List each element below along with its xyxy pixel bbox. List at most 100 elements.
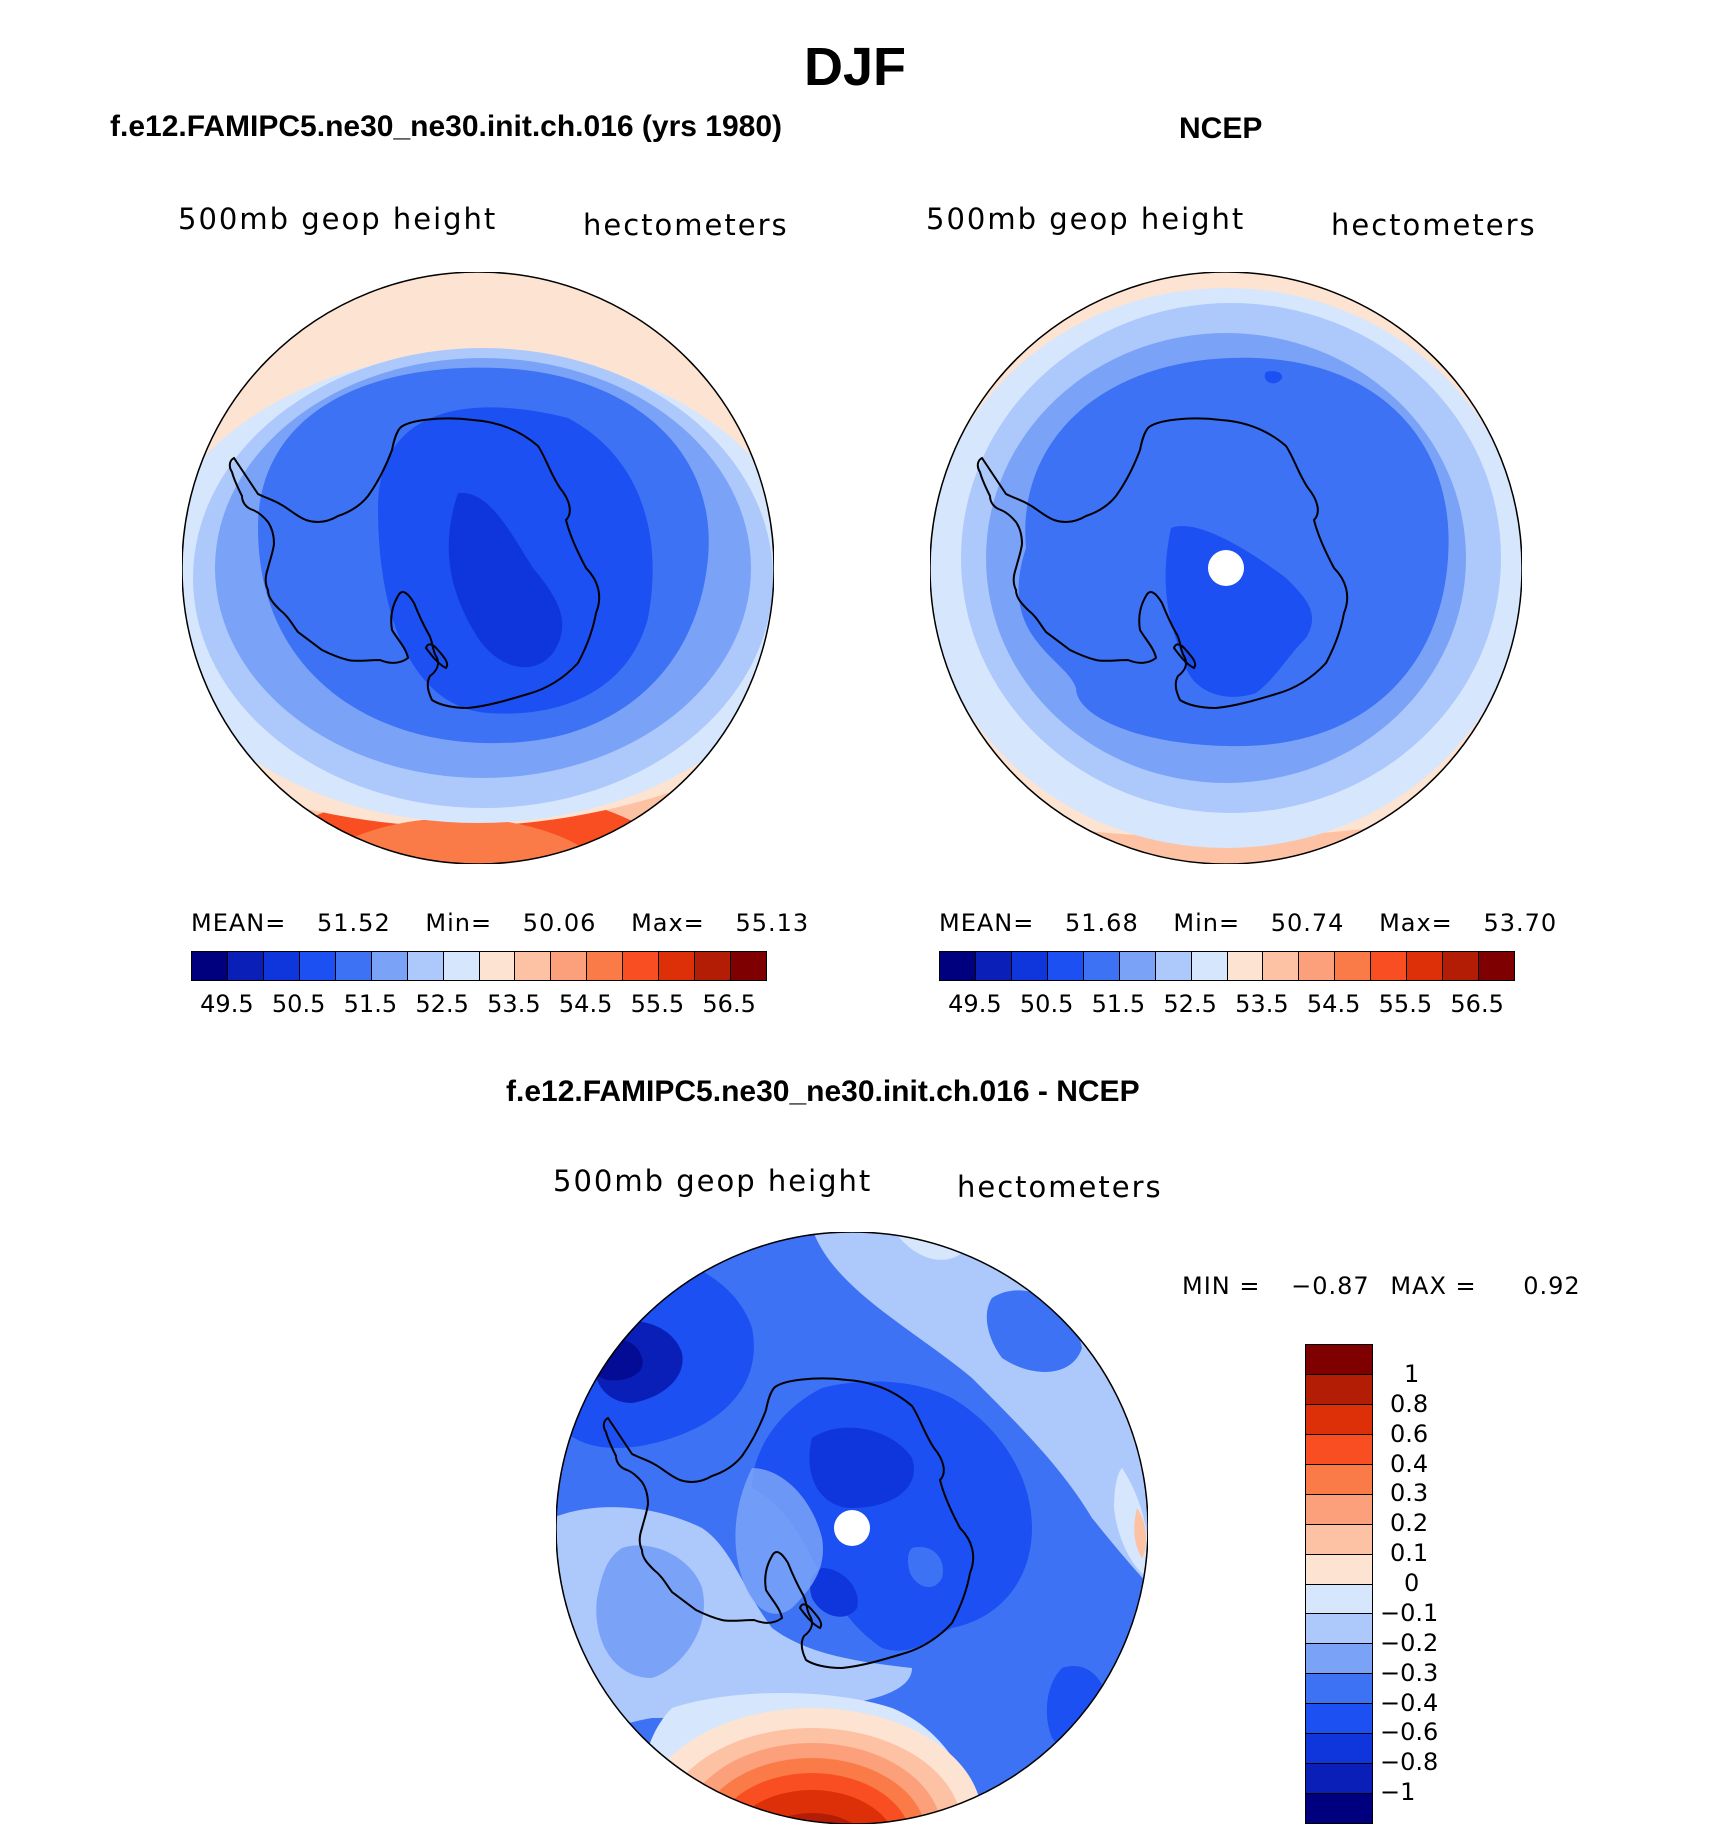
colorbar-tick-label: 49.5 — [200, 990, 254, 1018]
colorbar-tick-label: 54.5 — [1306, 990, 1361, 1018]
colorbar-box — [227, 952, 264, 980]
colorbar-box — [975, 952, 1012, 980]
colorbar-tick-label: −0.8 — [1380, 1748, 1439, 1777]
panel-title-diff: f.e12.FAMIPC5.ne30_ne30.init.ch.016 - NC… — [506, 1075, 1140, 1108]
colorbar-box — [1306, 1554, 1372, 1585]
colorbar-tick-label: −0.6 — [1380, 1718, 1439, 1747]
diff-colorbar — [1305, 1344, 1373, 1824]
pole-mask — [1208, 550, 1244, 586]
colorbar-box — [1306, 1464, 1372, 1495]
panel-title-obs: NCEP — [1179, 112, 1263, 145]
ncep-stats: MEAN= 51.68 Min= 50.74 Max= 53.70 — [939, 909, 1557, 937]
max-value: 55.13 — [735, 909, 810, 937]
min-value: 50.74 — [1270, 909, 1345, 937]
max-label: MAX = — [1390, 1272, 1477, 1300]
colorbar-tick-label: 0.3 — [1390, 1479, 1429, 1508]
colorbar-box — [1047, 952, 1084, 980]
colorbar-box — [1335, 952, 1372, 980]
units-label: hectometers — [957, 1170, 1163, 1204]
panel-title-model: f.e12.FAMIPC5.ne30_ne30.init.ch.016 (yrs… — [110, 110, 782, 143]
ncep-polar-map — [930, 272, 1522, 864]
pole-mask — [834, 1510, 870, 1546]
colorbar-tick-label: 0.8 — [1390, 1389, 1429, 1418]
colorbar-tick-label: 0.4 — [1390, 1449, 1429, 1478]
colorbar-box — [659, 952, 696, 980]
colorbar-box — [335, 952, 372, 980]
colorbar-tick-label: −0.2 — [1380, 1628, 1439, 1657]
colorbar-tick-label: 51.5 — [343, 990, 398, 1018]
colorbar-tick-label: 56.5 — [702, 990, 756, 1018]
variable-label: 500mb geop height — [178, 202, 498, 236]
colorbar-tick-label: 56.5 — [1450, 990, 1504, 1018]
colorbar-tick-label: 1 — [1404, 1359, 1420, 1388]
colorbar-box — [731, 952, 766, 980]
colorbar-box — [192, 952, 228, 980]
colorbar-box — [1306, 1764, 1372, 1795]
colorbar-tick-label: 55.5 — [1378, 990, 1433, 1018]
min-value: −0.87 — [1291, 1272, 1370, 1300]
model-stats: MEAN= 51.52 Min= 50.06 Max= 55.13 — [191, 909, 809, 937]
units-label: hectometers — [583, 208, 789, 242]
units-label: hectometers — [1331, 208, 1537, 242]
colorbar-box — [371, 952, 408, 980]
colorbar-box — [1371, 952, 1408, 980]
variable-label: 500mb geop height — [926, 202, 1246, 236]
colorbar-box — [623, 952, 660, 980]
colorbar-box — [1227, 952, 1264, 980]
min-label: Min= — [1173, 909, 1241, 937]
difference-polar-map — [556, 1232, 1148, 1824]
colorbar-box — [695, 952, 732, 980]
colorbar-box — [1263, 952, 1300, 980]
max-label: Max= — [1379, 909, 1453, 937]
variable-label: 500mb geop height — [553, 1164, 873, 1198]
mean-value: 51.52 — [317, 909, 391, 937]
mean-label: MEAN= — [191, 909, 287, 937]
colorbar-tick-label: 50.5 — [1019, 990, 1074, 1018]
colorbar-box — [1306, 1434, 1372, 1465]
colorbar-box — [1155, 952, 1192, 980]
colorbar-box — [1443, 952, 1480, 980]
colorbar-box — [1306, 1374, 1372, 1405]
colorbar-box — [443, 952, 480, 980]
model-colorbar — [191, 951, 767, 981]
colorbar-tick-label: 0.1 — [1390, 1539, 1429, 1568]
min-label: Min= — [425, 909, 493, 937]
colorbar-box — [1306, 1674, 1372, 1705]
colorbar-box — [1306, 1404, 1372, 1435]
colorbar-tick-label: 0.2 — [1390, 1509, 1429, 1538]
mean-label: MEAN= — [939, 909, 1035, 937]
colorbar-box — [1191, 952, 1228, 980]
colorbar-tick-label: −1 — [1380, 1778, 1416, 1807]
model-colorbar-ticks: 49.5 50.5 51.5 52.5 53.5 54.5 55.5 56.5 — [191, 990, 765, 1020]
colorbar-box — [1306, 1614, 1372, 1645]
max-label: Max= — [631, 909, 705, 937]
colorbar-box — [1306, 1524, 1372, 1555]
colorbar-tick-label: 50.5 — [271, 990, 326, 1018]
colorbar-tick-label: 0 — [1404, 1569, 1420, 1597]
colorbar-box — [407, 952, 444, 980]
colorbar-box — [1083, 952, 1120, 980]
colorbar-tick-label: 54.5 — [558, 990, 613, 1018]
colorbar-tick-label: 53.5 — [1235, 990, 1289, 1018]
colorbar-box — [1119, 952, 1156, 980]
colorbar-box — [263, 952, 300, 980]
colorbar-tick-label: −0.3 — [1380, 1658, 1439, 1687]
colorbar-box — [551, 952, 588, 980]
colorbar-box — [1306, 1494, 1372, 1525]
colorbar-tick-label: 55.5 — [630, 990, 685, 1018]
colorbar-tick-label: 51.5 — [1091, 990, 1146, 1018]
colorbar-box — [940, 952, 976, 980]
colorbar-box — [1306, 1345, 1372, 1375]
colorbar-box — [1306, 1734, 1372, 1765]
colorbar-box — [479, 952, 516, 980]
colorbar-box — [515, 952, 552, 980]
mean-value: 51.68 — [1065, 909, 1139, 937]
colorbar-box — [1479, 952, 1514, 980]
min-value: 50.06 — [522, 909, 597, 937]
colorbar-box — [1407, 952, 1444, 980]
model-polar-map — [182, 272, 774, 864]
colorbar-tick-label: 49.5 — [948, 990, 1002, 1018]
ncep-colorbar — [939, 951, 1515, 981]
contour-band — [448, 492, 563, 668]
colorbar-box — [587, 952, 624, 980]
